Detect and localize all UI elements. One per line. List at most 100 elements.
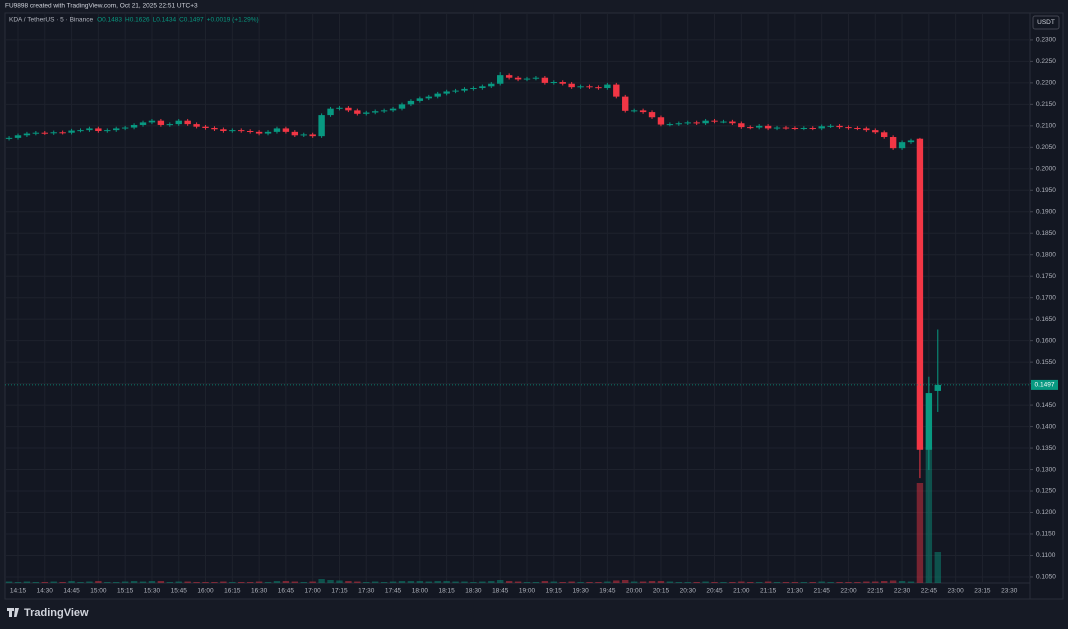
symbol: KDA / TetherUS · 5 · Binance (9, 17, 93, 24)
candle-body (371, 111, 379, 113)
volume-bar (613, 580, 620, 583)
volume-bar (157, 581, 165, 583)
candle-body (32, 132, 40, 134)
candle-body (568, 83, 575, 88)
volume-bar (881, 581, 888, 583)
x-tick-label: 16:15 (224, 588, 241, 595)
x-tick-label: 23:15 (974, 588, 991, 595)
candle-body (684, 122, 691, 124)
y-tick-label: 0.1400 (1036, 423, 1056, 430)
candle-body (434, 93, 441, 97)
volume-bar (238, 582, 245, 583)
candle-body (184, 120, 191, 125)
volume-bar (532, 582, 540, 583)
candle-body (130, 124, 138, 128)
candle-body (622, 96, 629, 111)
y-tick-label: 0.1650 (1036, 316, 1056, 323)
volume-bar (863, 581, 870, 583)
volume-bar (836, 582, 843, 583)
volume-bar (130, 581, 138, 583)
x-tick-label: 16:00 (197, 588, 214, 595)
volume-bar (246, 582, 254, 583)
x-tick-label: 21:15 (760, 588, 777, 595)
x-tick-label: 19:30 (572, 588, 589, 595)
candle-body (541, 77, 549, 83)
candle-body (809, 127, 816, 129)
x-tick-label: 18:30 (465, 588, 482, 595)
candle-body (175, 120, 182, 125)
x-tick-label: 17:30 (358, 588, 375, 595)
volume-bar (220, 581, 227, 583)
volume-bar (747, 582, 754, 583)
volume-bar (666, 581, 674, 583)
volume-bar (720, 582, 727, 583)
volume-bar (354, 581, 361, 583)
volume-bar (595, 582, 602, 583)
y-tick-label: 0.2200 (1036, 80, 1056, 87)
candle-body (559, 82, 566, 84)
candle-body (345, 107, 352, 111)
volume-bar (738, 581, 745, 583)
y-tick-label: 0.2000 (1036, 166, 1056, 173)
volume-bar (916, 483, 924, 583)
y-tick-label: 0.2050 (1036, 144, 1056, 151)
y-tick-label: 0.2150 (1036, 101, 1056, 108)
candle-body (800, 127, 808, 129)
candle-body (148, 120, 156, 123)
x-tick-label: 15:45 (171, 588, 188, 595)
volume-bar (59, 582, 66, 583)
volume-bar (50, 581, 57, 583)
candle-body (675, 123, 683, 125)
x-tick-label: 22:45 (921, 588, 938, 595)
x-tick-label: 21:30 (787, 588, 804, 595)
x-tick-label: 14:45 (63, 588, 80, 595)
volume-bar (559, 582, 566, 583)
volume-bar (68, 581, 75, 583)
candle-body (211, 127, 218, 130)
candle-body (398, 104, 406, 109)
y-tick-label: 0.2300 (1036, 37, 1056, 44)
candle-body (416, 98, 424, 101)
volume-bar (782, 582, 790, 583)
volume-bar (604, 581, 611, 583)
volume-bar (202, 582, 209, 583)
volume-bar (898, 581, 906, 583)
volume-bar (23, 581, 31, 583)
candle-body (202, 126, 209, 128)
volume-bar (389, 581, 397, 583)
candle-body (282, 128, 290, 132)
candle-body (336, 107, 343, 109)
x-tick-label: 22:15 (867, 588, 884, 595)
candle-body (14, 135, 22, 138)
volume-bar (327, 580, 334, 583)
candle-body (532, 77, 540, 79)
candle-body (595, 87, 602, 89)
candle-body (898, 142, 906, 149)
volume-bar (693, 582, 700, 583)
candle-body (845, 127, 852, 129)
volume-bar (729, 582, 736, 583)
y-tick-label: 0.1350 (1036, 445, 1056, 452)
candle-body (550, 82, 557, 84)
candle-body (291, 131, 299, 136)
y-tick-label: 0.1700 (1036, 294, 1056, 301)
y-tick-label: 0.1450 (1036, 402, 1056, 409)
y-tick-label: 0.1100 (1036, 552, 1056, 559)
volume-bar (488, 581, 495, 583)
ohlc-value: L0.1434 (153, 17, 177, 24)
volume-bar (541, 581, 549, 583)
volume-bar (175, 581, 182, 583)
volume-bar (452, 581, 459, 583)
x-tick-label: 19:15 (546, 588, 563, 595)
candle-body (773, 127, 781, 129)
y-tick-label: 0.1800 (1036, 251, 1056, 258)
volume-bar (363, 582, 370, 583)
volume-bar (639, 581, 647, 583)
ohlc-value: H0.1626 (125, 17, 150, 24)
x-tick-label: 22:30 (894, 588, 911, 595)
volume-bar (282, 581, 290, 583)
x-tick-label: 20:00 (626, 588, 643, 595)
candle-body (514, 77, 522, 80)
volume-bar (148, 581, 156, 583)
